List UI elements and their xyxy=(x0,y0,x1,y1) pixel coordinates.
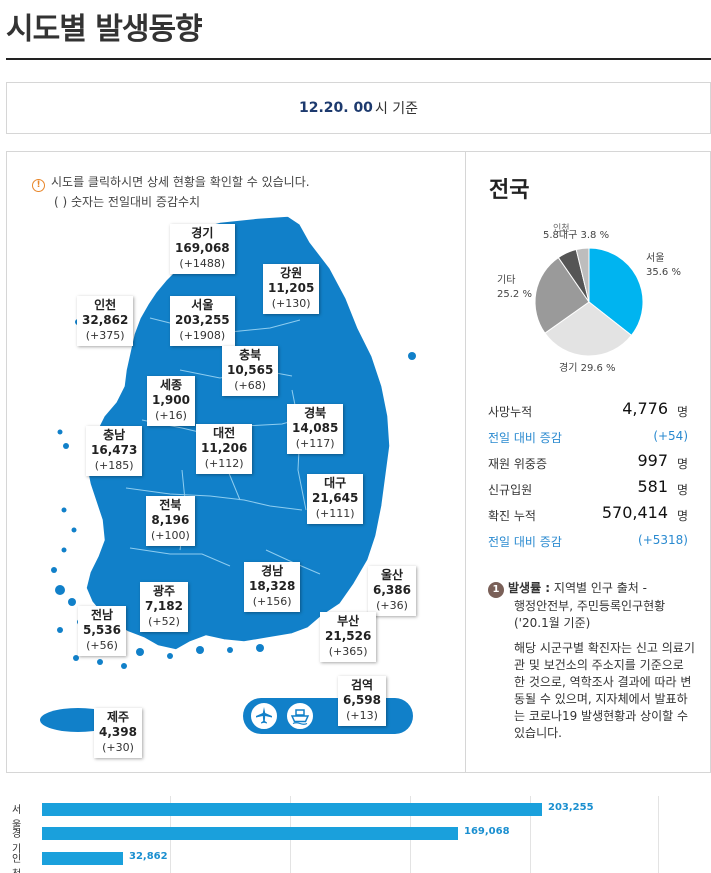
notice-line1: 시도를 클릭하시면 상세 현황을 확인할 수 있습니다. xyxy=(51,175,310,189)
nation-stats: 사망누적 4,776 명 전일 대비 증감 (+54) 재원 위중증 997 명 신규입원… xyxy=(488,398,688,554)
note-paragraph: 해당 시군구별 확진자는 신고 의료기관 및 보건소의 주소지를 기준으로 한 … xyxy=(514,641,695,740)
region-chungnam[interactable]: 충남 16,473 (+185) xyxy=(86,426,143,476)
stat-confirmed-delta: 전일 대비 증감 (+5318) xyxy=(488,533,688,549)
bar-value: 32,862 xyxy=(129,851,168,862)
map-islet xyxy=(408,352,416,360)
region-jeonbuk[interactable]: 전북 8,196 (+100) xyxy=(146,496,195,546)
region-gwangju[interactable]: 광주 7,182 (+52) xyxy=(140,582,188,632)
ship-icon xyxy=(285,701,315,731)
pie-label-other: 기타 25.2 % xyxy=(497,275,532,300)
info-icon: ! xyxy=(32,179,45,192)
region-gyeonggi[interactable]: 경기 169,068 (+1488) xyxy=(170,224,235,274)
bar-label: 인천 xyxy=(12,854,22,873)
bar-value: 169,068 xyxy=(464,826,510,837)
region-gyeongbuk[interactable]: 경북 14,085 (+117) xyxy=(287,404,344,454)
region-daejeon[interactable]: 대전 11,206 (+112) xyxy=(196,424,253,474)
region-gangwon[interactable]: 강원 11,205 (+130) xyxy=(263,264,320,314)
note-number-icon: 1 xyxy=(488,582,504,598)
notice-line2: ( ) 숫자는 전일대비 증감수치 xyxy=(54,195,201,209)
bar-gridline xyxy=(658,796,659,873)
panel-divider xyxy=(465,151,466,773)
bar-gridline xyxy=(530,796,531,873)
stat-confirmed: 확진 누적 570,414 명 xyxy=(488,503,688,523)
pie-label-incheon: 인천 xyxy=(553,224,570,234)
region-seoul[interactable]: 서울 203,255 (+1908) xyxy=(170,296,235,346)
stat-deaths: 사망누적 4,776 명 xyxy=(488,399,688,419)
bar-fill xyxy=(42,827,458,840)
region-ulsan[interactable]: 울산 6,386 (+36) xyxy=(368,566,416,616)
share-pie-chart xyxy=(534,247,644,357)
pie-label-incheon-daegu: 5.8대구 3.8 % xyxy=(543,230,610,241)
pie-label-seoul: 서울 35.6 % xyxy=(646,253,681,278)
region-sejong[interactable]: 세종 1,900 (+16) xyxy=(147,376,195,426)
region-jeju[interactable]: 제주 4,398 (+30) xyxy=(94,708,142,758)
bar-label: 서울 xyxy=(12,805,22,831)
incidence-note: 1 발생률 : 지역별 인구 출처 - 행정안전부, 주민등록인구현황 ('20.… xyxy=(488,580,698,742)
bar-fill xyxy=(42,803,542,816)
page-title: 시도별 발생동향 xyxy=(6,12,203,47)
bar-label: 경기 xyxy=(12,829,22,855)
title-divider xyxy=(6,58,711,60)
region-gyeongnam[interactable]: 경남 18,328 (+156) xyxy=(244,562,301,612)
stat-new-admissions: 신규입원 581 명 xyxy=(488,477,688,497)
region-busan[interactable]: 부산 21,526 (+365) xyxy=(320,612,377,662)
map-notice: ! 시도를 클릭하시면 상세 현황을 확인할 수 있습니다. ( ) 숫자는 전일… xyxy=(32,172,310,212)
region-daegu[interactable]: 대구 21,645 (+111) xyxy=(307,474,364,524)
pie-slice-seoul xyxy=(588,247,644,337)
date-value: 12.20. 00 xyxy=(298,100,373,116)
region-jeonnam[interactable]: 전남 5,536 (+56) xyxy=(78,606,126,656)
date-suffix: 시 기준 xyxy=(374,101,419,117)
bar-value: 203,255 xyxy=(548,802,594,813)
airplane-icon xyxy=(249,701,279,731)
region-quarantine[interactable]: 검역 6,598 (+13) xyxy=(338,676,386,726)
bar-fill xyxy=(42,852,123,865)
nation-title: 전국 xyxy=(489,178,530,203)
pie-label-gyeonggi: 경기 29.6 % xyxy=(559,363,616,374)
pie-slice-daegu xyxy=(575,247,590,303)
pie-slice-other xyxy=(534,256,590,334)
date-banner: 12.20. 00 시 기준 xyxy=(6,82,711,134)
stat-deaths-delta: 전일 대비 증감 (+54) xyxy=(488,429,688,445)
region-chungbuk[interactable]: 충북 10,565 (+68) xyxy=(222,346,279,396)
quarantine-bar xyxy=(243,698,413,734)
pie-slice-gyeonggi xyxy=(544,301,633,357)
region-incheon[interactable]: 인천 32,862 (+375) xyxy=(77,296,134,346)
stat-critical: 재원 위중증 997 명 xyxy=(488,451,688,471)
